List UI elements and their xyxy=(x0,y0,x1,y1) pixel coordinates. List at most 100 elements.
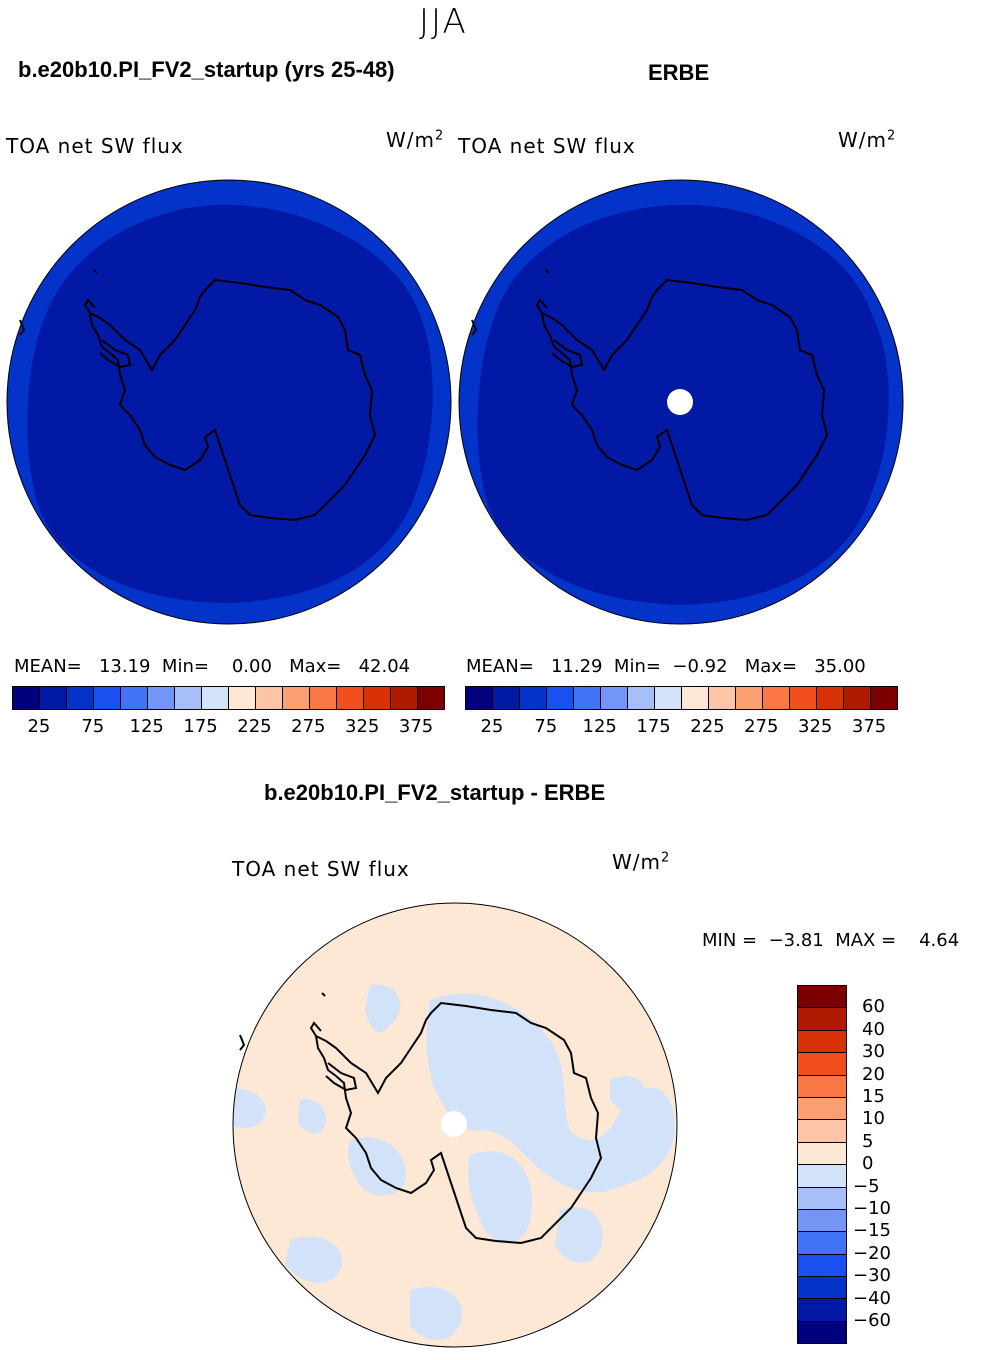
colorbar-swatch xyxy=(202,687,229,709)
colorbar-swatch xyxy=(798,986,846,1009)
colorbar-tick-label: 0 xyxy=(862,1153,874,1175)
colorbar-model xyxy=(12,686,445,710)
map-model-toa-sw xyxy=(6,179,452,625)
colorbar-swatch xyxy=(844,687,871,709)
colorbar-tick-label: 325 xyxy=(798,716,833,737)
negative-anomaly-region xyxy=(285,1236,342,1283)
colorbar-swatch xyxy=(628,687,655,709)
negative-anomaly-region xyxy=(298,1099,326,1134)
colorbar-swatch xyxy=(94,687,121,709)
colorbar-swatch xyxy=(391,687,418,709)
colorbar-swatch xyxy=(798,1321,846,1344)
diff-panel-title: b.e20b10.PI_FV2_startup - ERBE xyxy=(264,780,606,805)
diff-variable-label: TOA net SW flux xyxy=(232,857,410,881)
panel-1-units-exp: 2 xyxy=(435,128,445,144)
colorbar-swatch xyxy=(310,687,337,709)
colorbar-swatch xyxy=(798,1030,846,1054)
colorbar-tick-label: 60 xyxy=(862,996,885,1018)
colorbar-difference xyxy=(797,985,847,1345)
negative-anomaly-region xyxy=(233,1089,266,1128)
min-label: Min= xyxy=(613,656,661,677)
colorbar-tick-label: −5 xyxy=(853,1175,880,1197)
colorbar-swatch xyxy=(601,687,628,709)
colorbar-swatch xyxy=(817,687,844,709)
colorbar-swatch xyxy=(871,687,897,709)
colorbar-erbe xyxy=(465,686,898,710)
colorbar-swatch xyxy=(798,1232,846,1255)
panel-1-units: W/m2 xyxy=(386,128,444,152)
colorbar-swatch xyxy=(520,687,547,709)
colorbar-tick-label: 375 xyxy=(398,716,434,737)
diff-units: W/m2 xyxy=(612,850,670,874)
colorbar-swatch xyxy=(175,687,202,709)
colorbar-swatch xyxy=(798,1075,846,1098)
negative-anomaly-region xyxy=(410,1286,462,1340)
min-value: 0.00 xyxy=(231,656,272,677)
map-erbe-toa-sw xyxy=(458,179,904,625)
colorbar-swatch xyxy=(798,1209,846,1233)
min-value: −0.92 xyxy=(672,656,728,677)
colorbar-swatch xyxy=(798,1299,846,1322)
diff-min-label: MIN = xyxy=(702,930,758,951)
colorbar-tick-label: −20 xyxy=(853,1242,891,1264)
colorbar-swatch xyxy=(337,687,364,709)
diff-min-value: −3.81 xyxy=(768,930,824,951)
panel-1-stats: MEAN= 13.19 Min= 0.00 Max= 42.04 xyxy=(14,656,410,677)
mean-label: MEAN= xyxy=(14,656,82,677)
negative-anomaly-region xyxy=(468,1151,532,1243)
colorbar-swatch xyxy=(798,1142,846,1166)
panel-2-stats: MEAN= 11.29 Min= −0.92 Max= 35.00 xyxy=(466,656,866,677)
colorbar-swatch xyxy=(493,687,520,709)
colorbar-swatch xyxy=(655,687,682,709)
colorbar-swatch xyxy=(148,687,175,709)
colorbar-swatch xyxy=(763,687,790,709)
colorbar-tick-label: 5 xyxy=(862,1130,874,1152)
colorbar-swatch xyxy=(547,687,574,709)
inner-flux-region xyxy=(27,204,433,603)
diff-units-exp: 2 xyxy=(661,850,671,866)
colorbar-tick-label: −40 xyxy=(853,1287,891,1309)
negative-anomaly-region xyxy=(426,993,675,1193)
max-label: Max= xyxy=(744,656,798,677)
colorbar-tick-label: 125 xyxy=(582,716,617,737)
colorbar-tick-label: 20 xyxy=(862,1063,885,1085)
season-title: JJA xyxy=(419,2,468,42)
colorbar-swatch xyxy=(256,687,283,709)
colorbar-tick-label: 225 xyxy=(237,716,272,737)
colorbar-tick-label: −30 xyxy=(853,1265,891,1287)
panel-2-units-exp: 2 xyxy=(887,128,897,144)
min-label: Min= xyxy=(161,656,209,677)
colorbar-swatch xyxy=(466,687,493,709)
diff-units-base: W/m xyxy=(612,850,661,874)
colorbar-tick-label: 25 xyxy=(27,716,51,737)
diff-max-value: 4.64 xyxy=(919,930,960,951)
mean-label: MEAN= xyxy=(466,656,534,677)
colorbar-tick-label: 30 xyxy=(862,1041,885,1063)
antarctic-peninsula xyxy=(83,298,132,369)
colorbar-swatch xyxy=(574,687,601,709)
south-pole-missing-data xyxy=(667,389,693,415)
colorbar-swatch xyxy=(40,687,67,709)
colorbar-swatch xyxy=(798,1165,846,1188)
panel-1-variable-label: TOA net SW flux xyxy=(6,134,184,158)
colorbar-tick-label: −60 xyxy=(853,1310,891,1331)
map-difference xyxy=(232,902,678,1348)
colorbar-tick-label: 10 xyxy=(862,1108,885,1130)
negative-anomaly-region xyxy=(555,1207,603,1263)
colorbar-tick-label: 375 xyxy=(851,716,887,737)
panel-2-title: ERBE xyxy=(648,60,710,85)
colorbar-swatch xyxy=(736,687,763,709)
panel-1-title: b.e20b10.PI_FV2_startup (yrs 25-48) xyxy=(18,57,395,82)
mean-value: 11.29 xyxy=(550,656,603,677)
colorbar-tick-label: −10 xyxy=(853,1198,891,1219)
colorbar-swatch xyxy=(229,687,256,709)
south-pole-missing-data xyxy=(441,1111,467,1137)
colorbar-tick-label: 175 xyxy=(636,716,671,737)
colorbar-swatch xyxy=(418,687,444,709)
colorbar-tick-label: 125 xyxy=(129,716,164,737)
colorbar-swatch xyxy=(121,687,148,709)
panel-1-units-base: W/m xyxy=(386,128,435,152)
colorbar-swatch xyxy=(798,1008,846,1031)
antarctic-peninsula xyxy=(309,1021,358,1092)
panel-2-units-base: W/m xyxy=(838,128,887,152)
